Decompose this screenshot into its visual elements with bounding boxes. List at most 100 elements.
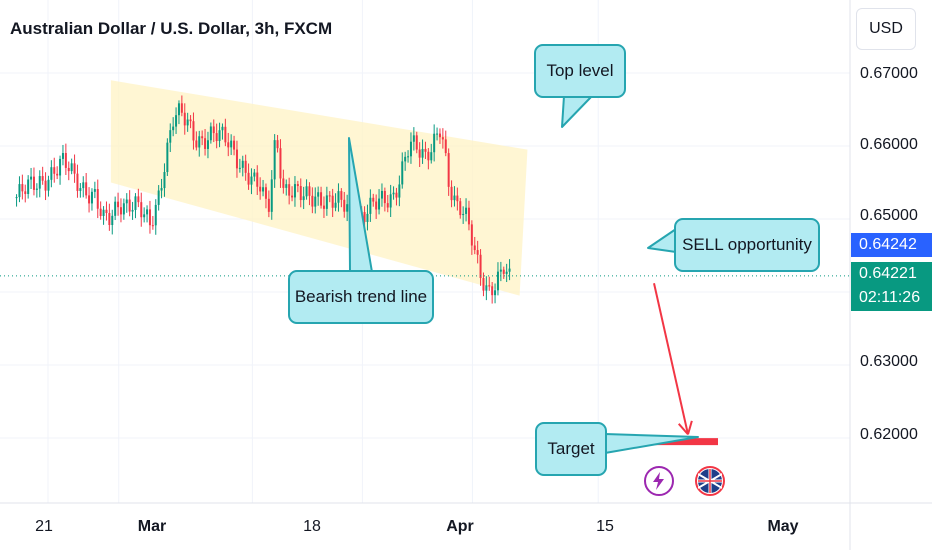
candle-body (235, 149, 238, 169)
candle-body (224, 126, 227, 143)
candle-body (366, 213, 369, 222)
candle-body (82, 182, 85, 189)
candle-body (311, 195, 314, 207)
candle-body (148, 209, 151, 226)
candle-body (32, 176, 35, 190)
bearish-channel (110, 80, 528, 296)
candle-body (392, 192, 395, 195)
candle-body (119, 207, 122, 215)
candle-body (247, 172, 250, 185)
candle-body (241, 160, 244, 168)
candle-body (99, 208, 102, 216)
candle-body (424, 148, 427, 152)
candle-body (441, 137, 444, 140)
candle-body (343, 199, 346, 212)
candle-body (88, 195, 91, 204)
candle-body (230, 140, 233, 148)
candle-body (102, 209, 105, 216)
last-price-tag: 0.64242 (851, 233, 932, 257)
candle-body (44, 180, 47, 191)
candle-body (140, 202, 143, 218)
candle-body (320, 192, 323, 206)
candle-body (233, 140, 236, 150)
candle-body (90, 191, 93, 204)
candle-body (317, 192, 320, 197)
lightning-icon[interactable] (644, 466, 674, 496)
candle-body (305, 186, 308, 197)
candle-body (111, 215, 114, 226)
candle-body (70, 163, 73, 172)
candle-body (61, 153, 64, 159)
candle-body (59, 158, 62, 176)
bearish-trend-callout[interactable]: Bearish trend line (288, 270, 434, 324)
candle-body (76, 173, 79, 191)
candle-body (462, 213, 465, 216)
candle-body (444, 139, 447, 154)
price-label: 0.62000 (860, 426, 918, 443)
candle-body (502, 269, 505, 274)
time-label: Mar (137, 518, 167, 535)
candle-body (499, 269, 502, 272)
candle-body (53, 167, 56, 174)
top-level-callout[interactable]: Top level (534, 44, 626, 98)
sell-opportunity-callout[interactable]: SELL opportunity (674, 218, 820, 272)
candle-body (41, 176, 44, 181)
candle-body (192, 121, 195, 141)
candle-body (302, 196, 305, 201)
candle-body (137, 196, 140, 203)
candle-body (125, 199, 128, 204)
candle-body (157, 190, 160, 205)
time-label: 15 (596, 518, 614, 535)
candle-body (146, 209, 149, 215)
candle-body (238, 167, 241, 169)
candle-body (465, 207, 468, 214)
candle-body (337, 191, 340, 203)
candle-body (378, 198, 381, 210)
candle-body (453, 195, 456, 201)
candle-body (485, 285, 488, 291)
candle-body (47, 179, 50, 191)
candle-body (206, 140, 209, 149)
target-callout[interactable]: Target (535, 422, 607, 476)
candle-body (494, 290, 497, 296)
candle-body (175, 115, 178, 127)
candle-body (15, 197, 18, 199)
candle-body (482, 278, 485, 291)
candle-body (375, 201, 378, 210)
candle-body (282, 178, 285, 188)
candle-body (314, 196, 317, 207)
candle-body (108, 213, 111, 226)
candle-body (267, 198, 270, 212)
candle-body (38, 176, 41, 189)
candle-body (212, 126, 215, 134)
candle-body (198, 136, 201, 148)
candle-body (122, 203, 125, 215)
candle-body (151, 225, 154, 227)
arrow-head (678, 423, 689, 436)
current-price-tag: 0.64221 (851, 262, 932, 286)
candle-body (256, 172, 259, 187)
candle-body (322, 205, 325, 209)
arrow-shaft (653, 283, 689, 435)
candle-body (456, 195, 459, 202)
candle-body (491, 286, 494, 296)
candle-body (476, 250, 479, 255)
candle-body (186, 119, 189, 126)
candle-body (389, 194, 392, 208)
candle-body (299, 186, 302, 201)
candle-body (407, 156, 410, 158)
australia-flag-icon[interactable] (695, 466, 725, 496)
candle-body (177, 103, 180, 116)
candle-body (160, 188, 163, 191)
arrow-head (687, 420, 693, 435)
candle-body (96, 189, 99, 209)
candle-body (27, 179, 30, 195)
currency-button[interactable]: USD (856, 8, 916, 50)
candle-body (134, 196, 137, 210)
candle-body (259, 186, 262, 192)
candle-body (401, 161, 404, 185)
candle-body (383, 190, 386, 204)
candle-body (264, 187, 267, 199)
price-label: 0.65000 (860, 207, 918, 224)
